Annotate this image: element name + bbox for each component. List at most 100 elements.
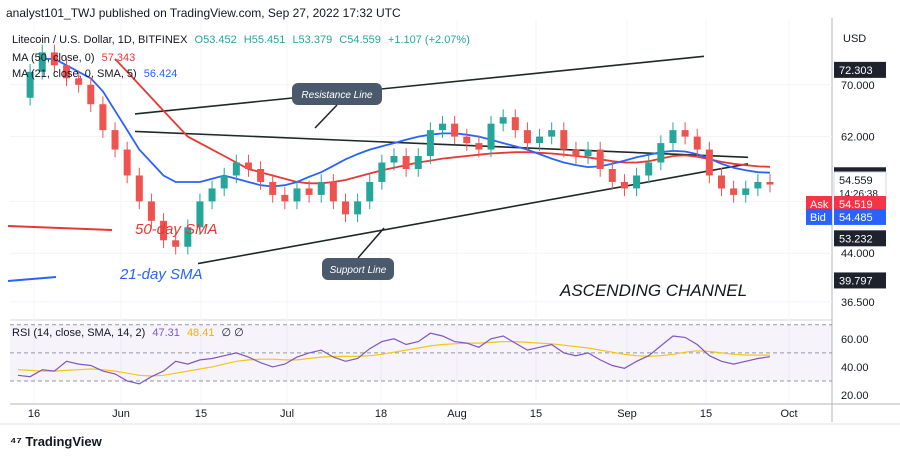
price-tag-value: 39.797: [839, 275, 873, 287]
ma21-legend[interactable]: MA (21, close, 0, SMA, 5) 56.424: [12, 68, 181, 80]
candle-body: [208, 188, 216, 202]
candle-body: [499, 117, 507, 124]
ohlc-open: O53.452: [194, 34, 237, 46]
price-tag-prefix-bg: [806, 208, 832, 225]
tradingview-brand: TradingView: [25, 434, 102, 449]
rsi-tick-label: 20.00: [841, 390, 869, 402]
candle-body: [548, 130, 556, 137]
currency-label: USD: [843, 33, 866, 45]
candle-body: [475, 143, 483, 150]
price-tag-value: 72.303: [839, 65, 873, 77]
candle-body: [463, 136, 471, 144]
channel-midline: [134, 130, 749, 159]
support-line: [197, 163, 749, 265]
resistance-callout: Resistance Line: [292, 83, 382, 129]
price-tag-prefix: Bid: [810, 212, 826, 224]
channel-lines: [134, 55, 749, 265]
candle-body: [50, 52, 58, 66]
ma21-legend-value: 56.424: [143, 68, 178, 80]
ma50-legend-label: MA (50, close, 0): [12, 52, 95, 64]
candle-body: [451, 123, 459, 137]
candle-body: [244, 162, 252, 169]
candle-body: [693, 136, 701, 150]
candle-body: [172, 240, 180, 247]
candle-body: [669, 130, 677, 144]
price-tag-bg: [833, 171, 887, 201]
candle-body: [657, 143, 665, 163]
price-tag-prefix-bg: [806, 195, 832, 212]
symbol-legend[interactable]: Litecoin / U.S. Dollar, 1D, BITFINEX O53…: [12, 34, 474, 46]
ma50-legend[interactable]: MA (50, close, 0) 57.343: [12, 52, 139, 64]
candle-body: [87, 84, 95, 105]
x-tick-label: 15: [700, 408, 712, 420]
candle-body: [536, 136, 544, 144]
rsi-legend[interactable]: RSI (14, close, SMA, 14, 2) 47.31 48.41 …: [12, 326, 248, 339]
candle-body: [633, 175, 641, 189]
y-tick-label: 70.000: [841, 80, 875, 92]
candle-body: [38, 52, 46, 72]
price-tag-bg: [834, 208, 886, 225]
candle-body: [160, 220, 168, 241]
candle-body: [596, 149, 604, 169]
candle-body: [99, 104, 107, 131]
candle-body: [232, 162, 240, 176]
candle-body: [354, 201, 362, 215]
candle-body: [560, 130, 568, 150]
candle-body: [414, 156, 422, 169]
y-tick-label: 62.000: [841, 132, 875, 144]
ohlc-high: H55.451: [243, 34, 286, 46]
price-tag-value: 54.485: [839, 212, 873, 224]
candle-body: [220, 175, 228, 189]
candle-body: [584, 149, 592, 157]
rsi-tick-label: 60.00: [841, 334, 869, 346]
candle-body: [730, 188, 738, 195]
resistance-label: Resistance Line: [301, 90, 373, 101]
rsi-sma-line: [17, 341, 770, 377]
candle-body: [390, 156, 398, 163]
candle-body: [305, 188, 313, 195]
resistance-line: [134, 55, 705, 115]
ma21-legend-label: MA (21, close, 0, SMA, 5): [12, 68, 137, 80]
publish-header: analyst101_TWJ published on TradingView.…: [6, 6, 401, 20]
candle-body: [572, 149, 580, 157]
candle-body: [111, 130, 119, 150]
ohlc-low: L53.379: [292, 34, 333, 46]
candle-body: [184, 227, 192, 247]
candle-body: [439, 123, 447, 131]
candle-body: [402, 156, 410, 169]
ohlc-change: +1.107 (+2.07%): [387, 34, 470, 46]
candle-body: [378, 162, 386, 182]
x-tick-label: Aug: [447, 408, 467, 420]
ma50-legend-value: 57.343: [101, 52, 136, 64]
ma50-legend-line: [7, 225, 113, 231]
candle-body: [620, 181, 628, 189]
x-tick-label: Sep: [617, 408, 637, 420]
candle-body: [717, 175, 725, 189]
candle-body: [293, 188, 301, 202]
rsi-pane: [10, 324, 832, 385]
price-tag-bg: [834, 61, 886, 78]
price-tag-countdown: 14:26:38: [839, 189, 878, 200]
x-tick-label: 15: [195, 408, 207, 420]
x-tick-label: 16: [28, 408, 40, 420]
x-tick-label: Jun: [112, 408, 130, 420]
candle-body: [608, 169, 616, 182]
candle-body: [63, 65, 71, 79]
rsi-tick-label: 40.00: [841, 362, 869, 374]
candle-body: [754, 181, 762, 189]
support-label: Support Line: [330, 265, 387, 276]
candle-body: [487, 123, 495, 150]
rsi-sma-legend-value: 48.41: [186, 327, 215, 339]
candle-body: [523, 130, 531, 144]
y-tick-label: 44.000: [841, 248, 875, 260]
rsi-line: [17, 332, 771, 385]
candle-body: [75, 78, 83, 85]
candle-body: [147, 201, 155, 221]
pattern-label: ASCENDING CHANNEL: [559, 281, 747, 300]
visibility-icon[interactable]: ∅ ∅: [221, 327, 244, 339]
candle-body: [269, 181, 277, 195]
candle-body: [742, 188, 750, 195]
ohlc-close: C54.559: [339, 34, 381, 46]
rsi-legend-value: 47.31: [152, 327, 180, 339]
